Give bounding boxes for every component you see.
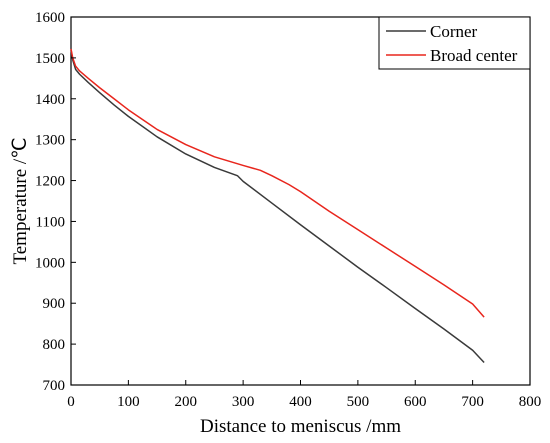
plot-area: 0 100 200 300 400 500 600 700 800 700 800 900 1000 1…	[35, 10, 541, 410]
y-tick-label: 1100	[36, 214, 65, 230]
y-tick-label: 1400	[35, 92, 65, 108]
x-tick-label: 0	[67, 394, 75, 410]
series-line-corner	[70, 49, 485, 364]
x-tick-label: 500	[347, 394, 370, 410]
series-line-broad-center	[70, 48, 485, 318]
plot-frame	[70, 16, 531, 386]
y-tick-label: 700	[43, 378, 66, 394]
y-tick-label: 1200	[35, 174, 65, 190]
x-axis-title: Distance to meniscus /mm	[200, 416, 401, 437]
x-tick-label: 700	[461, 394, 484, 410]
y-tick-label: 800	[43, 337, 66, 353]
x-tick-label: 600	[404, 394, 427, 410]
x-tick-label: 400	[289, 394, 312, 410]
y-tick-label: 1000	[35, 255, 65, 271]
y-tick-label: 1600	[35, 10, 65, 26]
y-axis: 700 800 900 1000 1100 1200 1300 1400 1500 1600	[35, 10, 76, 394]
legend-label-corner: Corner	[430, 22, 478, 41]
x-tick-label: 800	[519, 394, 542, 410]
x-tick-label: 200	[175, 394, 198, 410]
y-tick-label: 900	[43, 296, 66, 312]
y-tick-label: 1500	[35, 51, 65, 67]
y-axis-title: Temperature /℃	[10, 137, 31, 264]
legend-box	[378, 16, 531, 70]
legend: Corner Broad center	[378, 16, 531, 70]
legend-label-broad-center: Broad center	[430, 46, 518, 65]
y-tick-label: 1300	[35, 133, 65, 149]
x-axis: 0 100 200 300 400 500 600 700 800	[67, 380, 541, 410]
x-tick-label: 100	[117, 394, 140, 410]
x-tick-label: 300	[232, 394, 255, 410]
series-layer	[70, 48, 485, 364]
